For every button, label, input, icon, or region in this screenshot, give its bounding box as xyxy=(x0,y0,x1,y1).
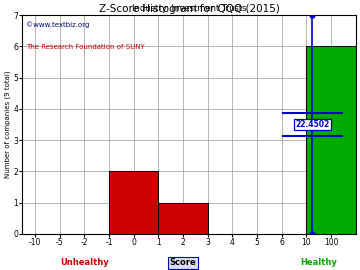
Text: ©www.textbiz.org: ©www.textbiz.org xyxy=(26,22,89,28)
Bar xyxy=(306,46,356,234)
Bar xyxy=(158,202,208,234)
Title: Z-Score Histogram for QQQ (2015): Z-Score Histogram for QQQ (2015) xyxy=(99,5,280,15)
Text: Score: Score xyxy=(170,258,196,267)
Text: Healthy: Healthy xyxy=(300,258,337,267)
Text: Unhealthy: Unhealthy xyxy=(60,258,109,267)
Text: Industry: Investment Trusts: Industry: Investment Trusts xyxy=(132,4,246,13)
Text: The Research Foundation of SUNY: The Research Foundation of SUNY xyxy=(26,44,145,50)
Bar xyxy=(109,171,158,234)
Text: 22.4502: 22.4502 xyxy=(295,120,329,129)
Y-axis label: Number of companies (9 total): Number of companies (9 total) xyxy=(4,71,11,178)
